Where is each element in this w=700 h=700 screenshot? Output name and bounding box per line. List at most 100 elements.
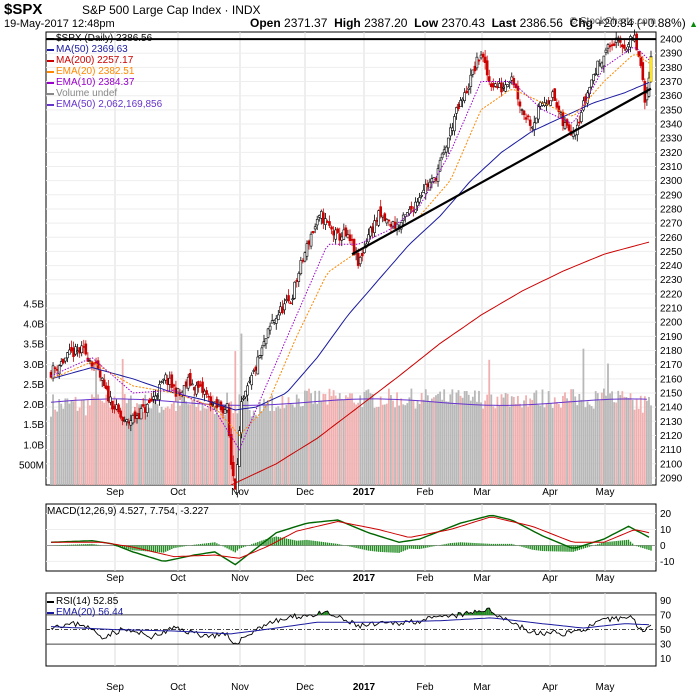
volume-bar — [246, 398, 249, 485]
volume-bar — [471, 396, 474, 485]
volume-bar — [523, 400, 525, 485]
volume-bar — [144, 394, 147, 485]
macd-histogram-bar — [167, 545, 169, 551]
macd-histogram-bar — [154, 545, 157, 553]
candle-body — [489, 83, 493, 88]
last-value: 2386.56 — [519, 16, 563, 30]
volume-bar — [465, 391, 468, 485]
macd-histogram-bar — [580, 545, 583, 550]
macd-histogram-bar — [326, 542, 329, 546]
candle-body — [635, 33, 638, 51]
volume-bar — [261, 411, 263, 485]
macd-histogram-bar — [560, 545, 562, 552]
volume-bar — [326, 404, 329, 485]
candle-body — [285, 299, 288, 301]
volume-bar — [549, 403, 552, 485]
volume-bar — [111, 408, 114, 485]
macd-histogram-bar — [545, 545, 548, 552]
legend-swatch — [47, 92, 54, 95]
volume-bar — [420, 392, 423, 485]
price-y-tick: 2310 — [660, 162, 683, 173]
candle-body — [199, 384, 202, 387]
macd-histogram-bar — [400, 545, 402, 553]
macd-histogram-bar — [584, 545, 587, 549]
macd-histogram-bar — [549, 545, 552, 552]
macd-histogram-bar — [195, 544, 198, 546]
candle-body — [510, 76, 514, 81]
volume-bar — [201, 402, 204, 485]
candle-body — [61, 358, 65, 364]
candle-body — [201, 381, 204, 393]
candle-body — [170, 374, 174, 388]
volume-bar — [637, 408, 640, 485]
candle-body — [168, 377, 172, 385]
macd-histogram-bar — [152, 545, 155, 552]
macd-histogram-bar — [255, 542, 257, 546]
candle-body — [551, 91, 555, 98]
volume-bar — [582, 348, 585, 485]
macd-histogram-bar — [181, 545, 183, 547]
candle-body — [494, 83, 497, 87]
candle-body — [66, 352, 69, 359]
macd-histogram-bar — [586, 545, 589, 548]
x-tick-label: Feb — [416, 573, 434, 584]
candle-body — [621, 44, 624, 48]
macd-histogram-bar — [486, 543, 488, 546]
candle-body — [246, 385, 249, 396]
quote-date: 19-May-2017 12:48pm — [4, 18, 115, 30]
price-legend-item: MA(200) 2257.17 — [47, 55, 162, 66]
candle-body — [408, 209, 411, 215]
candle-body — [467, 87, 471, 90]
macd-legend: MACD(12,26,9) 4.527, 7.754, -3.227 — [47, 506, 209, 517]
price-y-tick: 2400 — [660, 35, 683, 46]
candle-body — [561, 111, 565, 126]
volume-bar — [494, 408, 497, 485]
ema10-line — [50, 47, 650, 451]
volume-bar — [134, 410, 136, 485]
candle-body — [377, 210, 380, 226]
macd-histogram-bar — [511, 543, 513, 546]
candle-body — [530, 126, 534, 129]
volume-bar — [455, 392, 458, 485]
candle-body — [506, 84, 509, 87]
price-legend-item: EMA(20) 2382.51 — [47, 66, 162, 77]
macd-histogram-bar — [525, 545, 527, 548]
candle-body — [289, 302, 292, 305]
candle-body — [514, 83, 518, 88]
volume-bar — [525, 395, 527, 485]
volume-bar — [332, 390, 335, 485]
x-tick-label: Nov — [231, 682, 249, 693]
candle-body — [522, 110, 526, 116]
volume-bar — [156, 404, 159, 485]
x-tick-label: Mar — [473, 682, 491, 693]
candle-body — [104, 385, 108, 389]
candle-body — [356, 253, 360, 266]
volume-bar — [54, 409, 56, 485]
price-y-tick: 2320 — [660, 148, 683, 159]
volume-bar — [568, 400, 570, 485]
volume-bar — [531, 400, 534, 485]
candle-body — [504, 84, 507, 92]
candle-body — [348, 234, 352, 242]
candle-body — [483, 56, 487, 63]
macd-histogram-bar — [78, 544, 81, 546]
macd-histogram-bar — [472, 542, 474, 546]
volume-bar — [232, 413, 235, 485]
volume-bar — [586, 401, 589, 485]
candle-body — [274, 318, 278, 324]
macd-histogram-bar — [418, 545, 421, 550]
volume-bar — [441, 399, 444, 485]
volume-bar — [195, 407, 198, 485]
volume-bar — [643, 396, 646, 485]
volume-bar — [316, 403, 319, 485]
volume-bar — [510, 396, 513, 485]
volume-bar — [449, 394, 452, 485]
macd-histogram-bar — [451, 542, 454, 546]
candle-body — [371, 226, 374, 233]
volume-bar — [633, 409, 636, 485]
macd-histogram-bar — [275, 536, 277, 546]
macd-histogram-bar — [228, 545, 230, 550]
volume-bar — [203, 408, 206, 485]
volume-bar — [222, 412, 224, 485]
macd-histogram-bar — [398, 545, 400, 553]
